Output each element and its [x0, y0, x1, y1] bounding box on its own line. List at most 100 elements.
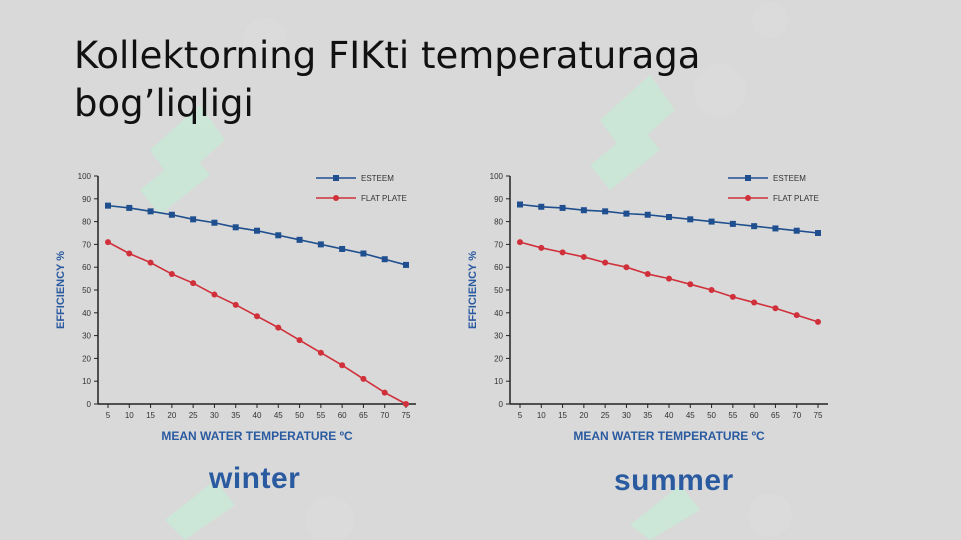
data-point-flat-plate — [644, 271, 651, 278]
x-tick-label: 65 — [771, 411, 780, 420]
legend-marker-esteem — [333, 175, 339, 181]
data-point-esteem — [644, 211, 651, 218]
y-tick-label: 90 — [494, 195, 503, 204]
data-point-flat-plate — [168, 271, 175, 278]
data-point-esteem — [360, 250, 367, 257]
data-point-flat-plate — [254, 313, 260, 320]
data-point-flat-plate — [360, 375, 367, 382]
x-tick-label: 70 — [380, 411, 389, 420]
y-tick-label: 0 — [499, 400, 504, 409]
data-point-flat-plate — [580, 253, 587, 260]
x-tick-label: 15 — [146, 411, 155, 420]
y-tick-label: 20 — [494, 354, 503, 363]
x-tick-label: 10 — [537, 411, 546, 420]
y-tick-label: 10 — [494, 377, 503, 386]
caption-winter: winter — [209, 462, 301, 495]
y-tick-label: 30 — [82, 332, 91, 341]
x-tick-label: 35 — [231, 411, 240, 420]
data-point-flat-plate — [729, 293, 736, 300]
data-point-flat-plate — [211, 291, 218, 298]
x-tick-label: 60 — [338, 411, 347, 420]
y-tick-label: 80 — [494, 218, 503, 227]
data-point-esteem — [317, 241, 324, 248]
x-tick-label: 25 — [189, 411, 198, 420]
data-point-flat-plate — [126, 250, 133, 257]
caption-summer: summer — [614, 464, 734, 497]
data-point-esteem — [403, 261, 409, 268]
data-point-esteem — [623, 210, 630, 217]
legend-marker-esteem — [745, 175, 751, 181]
y-tick-label: 30 — [494, 332, 503, 341]
data-point-esteem — [190, 216, 197, 223]
data-point-flat-plate — [147, 259, 154, 266]
data-point-esteem — [559, 204, 566, 211]
y-tick-label: 70 — [494, 240, 503, 249]
data-point-flat-plate — [708, 287, 715, 293]
data-point-flat-plate — [559, 249, 566, 256]
data-point-esteem — [296, 236, 303, 243]
x-tick-label: 45 — [274, 411, 283, 420]
data-point-esteem — [793, 227, 800, 234]
legend-label-esteem: ESTEEM — [773, 174, 806, 183]
y-tick-label: 100 — [490, 172, 504, 181]
legend-marker-flat-plate — [333, 195, 339, 201]
data-point-flat-plate — [538, 244, 545, 251]
x-tick-label: 5 — [106, 411, 111, 420]
x-tick-label: 50 — [707, 411, 716, 420]
y-tick-label: 90 — [82, 195, 91, 204]
data-point-flat-plate — [317, 349, 324, 356]
chart-winter-svg: 0 10 20 30 40 50 60 70 80 90 100 5 10 15 20 25 30 35 40 45 5… — [55, 172, 416, 443]
title-line-2: bog’liqligi — [74, 82, 254, 125]
x-tick-label: 50 — [295, 411, 304, 420]
data-point-flat-plate — [623, 264, 630, 271]
data-point-esteem — [538, 203, 545, 210]
data-point-esteem — [815, 230, 821, 236]
data-point-esteem — [232, 224, 239, 231]
data-point-esteem — [666, 214, 672, 221]
data-point-flat-plate — [793, 312, 800, 319]
x-tick-label: 75 — [402, 411, 411, 420]
data-point-esteem — [275, 232, 282, 239]
data-point-esteem — [147, 208, 154, 215]
x-tick-label: 30 — [622, 411, 631, 420]
x-tick-label: 20 — [579, 411, 588, 420]
data-point-esteem — [580, 207, 587, 214]
y-tick-label: 10 — [82, 377, 91, 386]
chart-summer: 0 10 20 30 40 50 60 70 80 90 100 5 10 15 20 25 30 35 40 45 5… — [458, 158, 848, 470]
chart-winter: 0 10 20 30 40 50 60 70 80 90 100 5 10 15 20 25 30 35 40 45 5… — [46, 158, 436, 470]
title-line-1: Kollektorning FIKti temperaturaga — [74, 34, 701, 77]
data-point-flat-plate — [275, 324, 282, 331]
data-point-flat-plate — [751, 299, 758, 306]
x-tick-label: 55 — [316, 411, 325, 420]
x-tick-label: 45 — [686, 411, 695, 420]
data-point-flat-plate — [602, 259, 609, 266]
data-point-esteem — [254, 227, 260, 234]
chart-summer-svg: 0 10 20 30 40 50 60 70 80 90 100 5 10 15 20 25 30 35 40 45 5… — [467, 172, 828, 443]
data-point-flat-plate — [687, 281, 694, 288]
data-point-esteem — [517, 201, 523, 208]
y-tick-label: 80 — [82, 218, 91, 227]
data-point-flat-plate — [772, 305, 779, 312]
legend-label-flat-plate: FLAT PLATE — [773, 194, 819, 203]
y-tick-label: 60 — [494, 263, 503, 272]
data-point-esteem — [687, 216, 694, 223]
data-point-esteem — [751, 223, 758, 230]
y-tick-label: 50 — [494, 286, 503, 295]
data-point-esteem — [708, 218, 715, 225]
x-axis-label: MEAN WATER TEMPERATURE ºC — [573, 429, 765, 443]
x-tick-label: 40 — [665, 411, 674, 420]
legend-marker-flat-plate — [745, 195, 751, 201]
y-tick-label: 40 — [82, 309, 91, 318]
x-tick-label: 65 — [359, 411, 368, 420]
y-tick-label: 70 — [82, 240, 91, 249]
data-point-esteem — [381, 256, 388, 263]
x-tick-label: 60 — [750, 411, 759, 420]
y-tick-label: 100 — [78, 172, 92, 181]
data-point-flat-plate — [517, 239, 523, 246]
x-tick-label: 5 — [518, 411, 523, 420]
y-tick-label: 0 — [87, 400, 92, 409]
data-point-flat-plate — [666, 275, 672, 282]
legend-label-flat-plate: FLAT PLATE — [361, 194, 407, 203]
data-point-esteem — [602, 208, 609, 215]
data-point-esteem — [126, 204, 133, 211]
